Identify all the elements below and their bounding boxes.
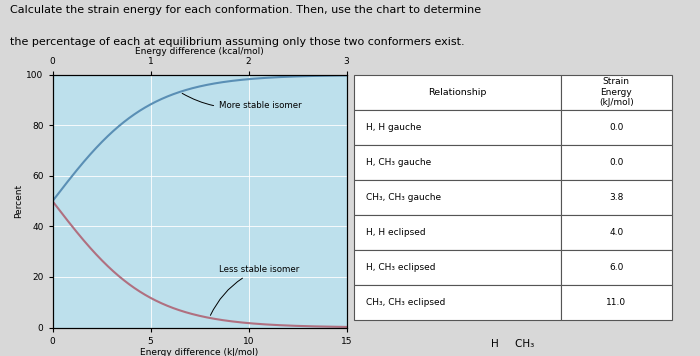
X-axis label: Energy difference (kJ/mol): Energy difference (kJ/mol)	[141, 348, 258, 356]
Bar	[354, 75, 561, 110]
Bar	[354, 180, 561, 215]
Text: Relationship: Relationship	[428, 88, 486, 97]
Text: H, CH₃ gauche: H, CH₃ gauche	[366, 158, 431, 167]
Bar	[354, 110, 561, 145]
X-axis label: Energy difference (kcal/mol): Energy difference (kcal/mol)	[135, 47, 264, 56]
Bar	[354, 145, 561, 180]
Text: 0.0: 0.0	[609, 123, 624, 132]
Bar	[561, 215, 672, 250]
Text: 4.0: 4.0	[609, 228, 624, 237]
Text: H, H gauche: H, H gauche	[366, 123, 421, 132]
Text: 11.0: 11.0	[606, 298, 627, 307]
Text: More stable isomer: More stable isomer	[182, 93, 302, 110]
Bar	[561, 285, 672, 320]
Bar	[561, 250, 672, 285]
Text: H, H eclipsed: H, H eclipsed	[366, 228, 426, 237]
Text: the percentage of each at equilibrium assuming only those two conformers exist.: the percentage of each at equilibrium as…	[10, 37, 465, 47]
Bar	[354, 285, 561, 320]
Text: H, CH₃ eclipsed: H, CH₃ eclipsed	[366, 263, 435, 272]
Text: 3.8: 3.8	[609, 193, 624, 202]
Text: H     CH₃: H CH₃	[491, 339, 534, 349]
Bar	[354, 215, 561, 250]
Text: Calculate the strain energy for each conformation. Then, use the chart to determ: Calculate the strain energy for each con…	[10, 5, 482, 15]
Bar	[561, 75, 672, 110]
Text: 0.0: 0.0	[609, 158, 624, 167]
Bar	[561, 180, 672, 215]
Text: Strain
Energy
(kJ/mol): Strain Energy (kJ/mol)	[599, 77, 634, 107]
Text: Less stable isomer: Less stable isomer	[211, 265, 300, 315]
Bar	[561, 145, 672, 180]
Bar	[354, 250, 561, 285]
Text: CH₃, CH₃ gauche: CH₃, CH₃ gauche	[366, 193, 442, 202]
Text: CH₃, CH₃ eclipsed: CH₃, CH₃ eclipsed	[366, 298, 446, 307]
Bar	[561, 110, 672, 145]
Y-axis label: Percent: Percent	[15, 184, 23, 218]
Text: 6.0: 6.0	[609, 263, 624, 272]
